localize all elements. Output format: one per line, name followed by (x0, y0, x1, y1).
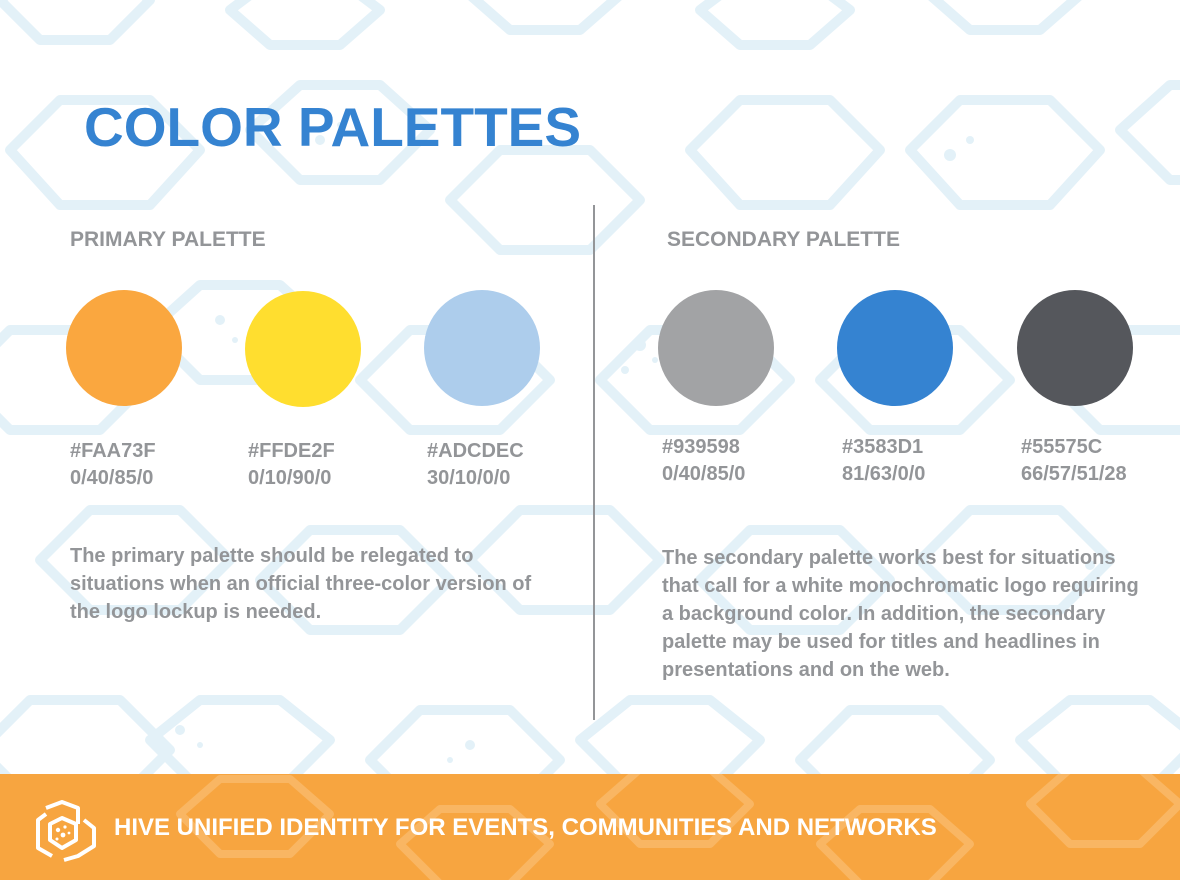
secondary-swatch-blue (837, 290, 953, 406)
secondary-swatch-dark-gray-codes: #55575C 66/57/51/28 (1021, 434, 1127, 488)
primary-palette-heading: PRIMARY PALETTE (70, 228, 266, 251)
color-circle (424, 290, 540, 406)
cmyk-code: 66/57/51/28 (1021, 463, 1127, 485)
secondary-swatch-gray-codes: #939598 0/40/85/0 (662, 434, 745, 488)
primary-swatch-yellow (245, 291, 361, 407)
cmyk-code: 0/10/90/0 (248, 467, 332, 489)
primary-swatch-light-blue-codes: #ADCDEC 30/10/0/0 (427, 438, 524, 492)
footer-tagline: HIVE UNIFIED IDENTITY FOR EVENTS, COMMUN… (114, 814, 937, 841)
secondary-swatch-gray (658, 290, 774, 406)
primary-swatch-orange (66, 290, 182, 406)
secondary-palette-heading: SECONDARY PALETTE (667, 228, 900, 251)
hex-code: #3583D1 (842, 436, 924, 458)
color-circle (1017, 290, 1133, 406)
hex-code: #FAA73F (70, 440, 156, 462)
primary-swatch-light-blue (424, 290, 540, 406)
cmyk-code: 0/40/85/0 (662, 463, 746, 485)
hex-code: #939598 (662, 436, 740, 458)
primary-palette-description: The primary palette should be relegated … (70, 545, 532, 623)
secondary-swatch-blue-codes: #3583D1 81/63/0/0 (842, 434, 925, 488)
footer-hexagon-pattern (176, 774, 1180, 880)
color-circle (658, 290, 774, 406)
primary-swatch-orange-codes: #FAA73F 0/40/85/0 (70, 438, 156, 492)
hex-code: #FFDE2F (248, 440, 335, 462)
cmyk-code: 0/40/85/0 (70, 467, 154, 489)
cmyk-code: 30/10/0/0 (427, 467, 511, 489)
color-circle (66, 290, 182, 406)
primary-swatch-yellow-codes: #FFDE2F 0/10/90/0 (248, 438, 335, 492)
column-divider (593, 205, 595, 720)
hive-hexagon-logo-icon (36, 800, 96, 862)
cmyk-code: 81/63/0/0 (842, 463, 926, 485)
hex-code: #55575C (1021, 436, 1103, 458)
footer-bar: HIVE UNIFIED IDENTITY FOR EVENTS, COMMUN… (0, 774, 1180, 880)
secondary-swatch-dark-gray (1017, 290, 1133, 406)
color-circle (837, 290, 953, 406)
page-title: COLOR PALETTES (84, 96, 582, 158)
color-circle (245, 291, 361, 407)
hex-code: #ADCDEC (427, 440, 524, 462)
secondary-palette-description: The secondary palette works best for sit… (662, 547, 1139, 681)
